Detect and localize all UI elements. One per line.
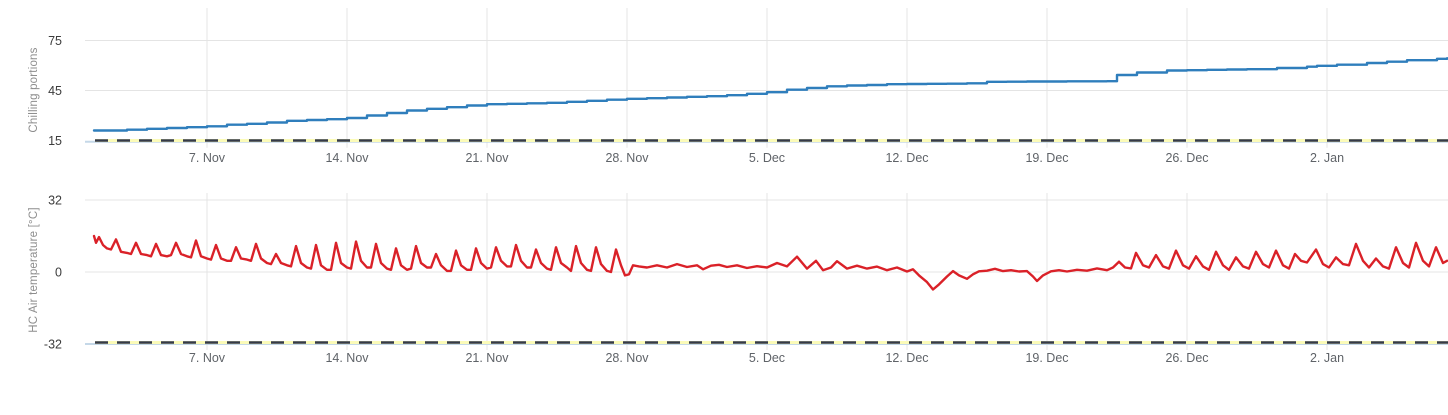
y-tick-label: 32 [48,194,62,208]
x-tick-label: 19. Dec [1025,151,1068,165]
x-tick-label: 2. Jan [1310,351,1344,365]
x-tick-label: 14. Nov [325,151,369,165]
x-tick-label: 7. Nov [189,351,226,365]
chilling-portions-chart-canvas: 15 45 75 7. Nov 14. Nov 21. Nov 28. Nov 5. Dec 1… [48,8,1448,165]
series-line-chilling [92,57,1448,132]
series-line-temperature [92,234,1448,291]
x-tick-label: 28. Nov [605,151,649,165]
x-tick-label: 5. Dec [749,151,785,165]
air-temperature-chart-canvas: -32 0 32 7. Nov 14. Nov 21. Nov 28. Nov 5. Dec 1… [44,193,1448,365]
y-tick-label: 0 [55,266,62,280]
y-tick-label: 75 [48,34,62,48]
x-tick-label: 12. Dec [885,151,928,165]
y-tick-label: 15 [48,134,62,148]
x-tick-label: 28. Nov [605,351,649,365]
x-tick-label: 21. Nov [465,151,509,165]
x-tick-label: 12. Dec [885,351,928,365]
x-tick-label: 14. Nov [325,351,369,365]
x-tick-label: 5. Dec [749,351,785,365]
x-tick-label: 2. Jan [1310,151,1344,165]
x-tick-label: 19. Dec [1025,351,1068,365]
x-tick-label: 7. Nov [189,151,226,165]
x-tick-label: 26. Dec [1165,151,1208,165]
x-tick-label: 26. Dec [1165,351,1208,365]
y-tick-label: -32 [44,338,62,352]
y-tick-label: 45 [48,84,62,98]
x-tick-label: 21. Nov [465,351,509,365]
